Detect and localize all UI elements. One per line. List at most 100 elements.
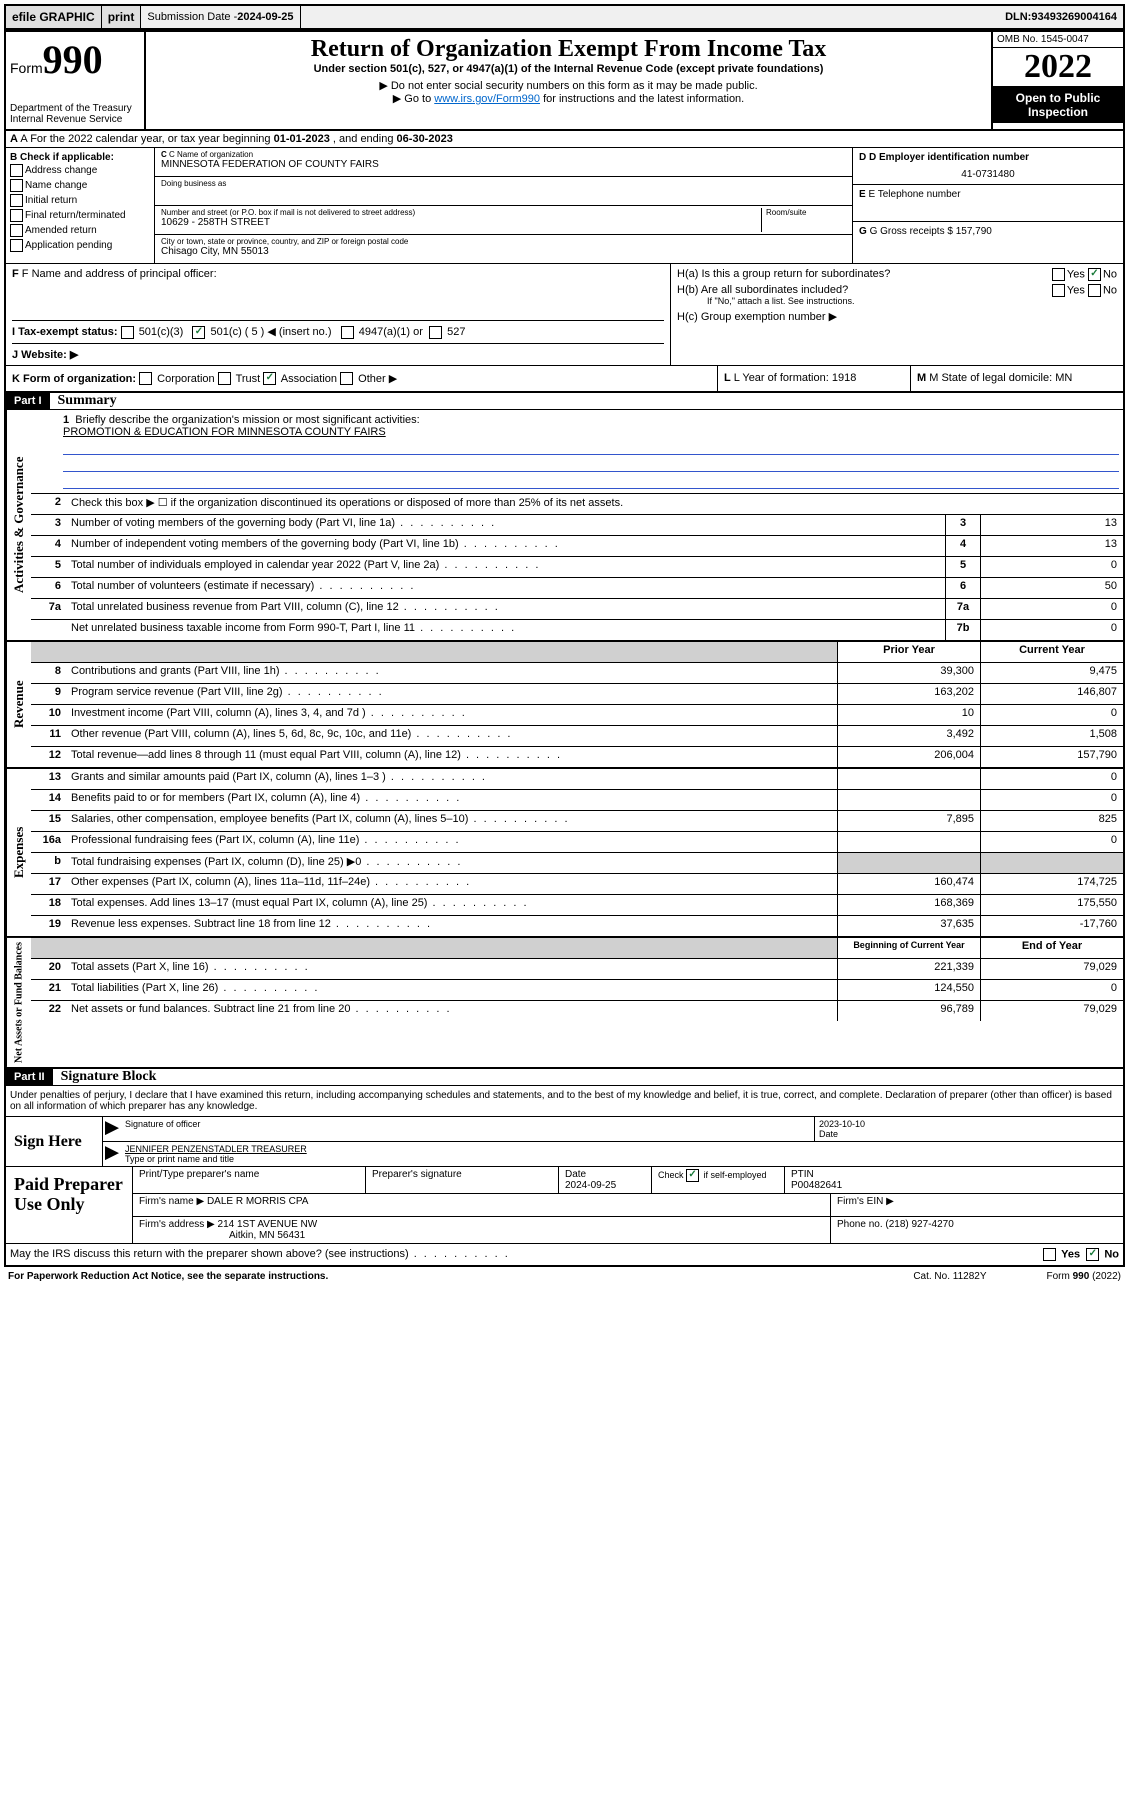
k-other-check[interactable]: [340, 372, 353, 385]
gov-row: 4Number of independent voting members of…: [31, 536, 1123, 557]
exp-row: 16aProfessional fundraising fees (Part I…: [31, 832, 1123, 853]
hb-label: H(b) Are all subordinates included?: [677, 284, 848, 296]
b-amended-return[interactable]: Amended return: [10, 223, 150, 238]
k-assoc-check[interactable]: [263, 372, 276, 385]
k-corp-check[interactable]: [139, 372, 152, 385]
k-corp: Corporation: [157, 373, 214, 385]
netassets-table: Beginning of Current Year End of Year 20…: [31, 938, 1123, 1067]
b-address-change[interactable]: Address change: [10, 163, 150, 178]
b-initial-return[interactable]: Initial return: [10, 193, 150, 208]
hb-row: H(b) Are all subordinates included? Yes …: [677, 284, 1117, 296]
sign-here-row: Sign Here Signature of officer 2023-10-1…: [6, 1116, 1123, 1166]
paid-preparer-table: Print/Type preparer's name Preparer's si…: [132, 1167, 1123, 1243]
l-year: L L Year of formation: 1918: [717, 366, 910, 392]
i-501c-check[interactable]: [192, 326, 205, 339]
header-right: OMB No. 1545-0047 2022 Open to Public In…: [991, 32, 1123, 129]
sig-officer-row: Signature of officer 2023-10-10 Date: [103, 1117, 1123, 1142]
firm-addr1: 214 1ST AVENUE NW: [218, 1219, 318, 1230]
rev-row: 12Total revenue—add lines 8 through 11 (…: [31, 747, 1123, 767]
rev-row: 9Program service revenue (Part VIII, lin…: [31, 684, 1123, 705]
firm-phone: (218) 927-4270: [885, 1219, 953, 1230]
header-center: Return of Organization Exempt From Incom…: [146, 32, 991, 129]
phone-label: E Telephone number: [868, 189, 960, 200]
officer-name: JENNIFER PENZENSTADLER TREASURER: [125, 1144, 1119, 1154]
f-label: F Name and address of principal officer:: [22, 268, 217, 280]
rev-row: 8Contributions and grants (Part VIII, li…: [31, 663, 1123, 684]
hb-note: If "No," attach a list. See instructions…: [677, 296, 1117, 306]
part-ii-header-row: Part II Signature Block: [6, 1069, 1123, 1086]
gov-row: Net unrelated business taxable income fr…: [31, 620, 1123, 640]
sign-here-label: Sign Here: [6, 1117, 102, 1166]
year-formation: 1918: [832, 372, 856, 384]
declaration-text: Under penalties of perjury, I declare th…: [6, 1086, 1123, 1116]
line-2: 2 Check this box ▶ ☐ if the organization…: [31, 494, 1123, 515]
sig-date-cell: 2023-10-10 Date: [815, 1117, 1123, 1141]
c-name-label: C C Name of organization: [161, 150, 846, 159]
arrow-icon: [105, 1121, 119, 1135]
ha-no[interactable]: [1088, 268, 1101, 281]
mission-line: [63, 440, 1119, 455]
goto-post: for instructions and the latest informat…: [540, 93, 744, 105]
ha-row: H(a) Is this a group return for subordin…: [677, 268, 1117, 280]
begin-year-header: Beginning of Current Year: [837, 938, 980, 958]
form-990-number: 990: [43, 37, 103, 82]
hb-no[interactable]: [1088, 284, 1101, 297]
vert-governance: Activities & Governance: [6, 410, 31, 640]
submission-date: Submission Date - 2024-09-25: [141, 6, 300, 28]
arrow-icon: [105, 1146, 119, 1160]
line2-label: Check this box ▶ ☐ if the organization d…: [67, 494, 1123, 514]
part-i-header-row: Part I Summary: [6, 393, 1123, 410]
form990-link[interactable]: www.irs.gov/Form990: [434, 93, 540, 105]
g-label: G Gross receipts $: [870, 226, 956, 237]
gov-row: 7aTotal unrelated business revenue from …: [31, 599, 1123, 620]
sig-date-label: Date: [819, 1129, 1119, 1139]
irs-yes: Yes: [1061, 1249, 1080, 1261]
row-f-h: F F Name and address of principal office…: [6, 263, 1123, 366]
row-j: J Website: ▶: [12, 343, 664, 361]
block-bcde: B Check if applicable: Address change Na…: [6, 148, 1123, 263]
governance-table: 1 Briefly describe the organization's mi…: [31, 410, 1123, 640]
hb-yes[interactable]: [1052, 284, 1065, 297]
state-domicile: MN: [1055, 372, 1072, 384]
print-button[interactable]: print: [102, 6, 142, 28]
governance-section: Activities & Governance 1 Briefly descri…: [6, 410, 1123, 642]
gov-row: 3Number of voting members of the governi…: [31, 515, 1123, 536]
b-name-change[interactable]: Name change: [10, 178, 150, 193]
prep-date-cell: Date2024-09-25: [559, 1167, 652, 1193]
b-final-return[interactable]: Final return/terminated: [10, 208, 150, 223]
end-year-header: End of Year: [980, 938, 1123, 958]
firm-phone-cell: Phone no. (218) 927-4270: [831, 1217, 1123, 1243]
efile-button[interactable]: efile GRAPHIC: [6, 6, 102, 28]
revenue-table: Prior Year Current Year 8Contributions a…: [31, 642, 1123, 767]
header-subtitle-1: Under section 501(c), 527, or 4947(a)(1)…: [150, 63, 987, 75]
paid-preparer-row: Paid Preparer Use Only Print/Type prepar…: [6, 1166, 1123, 1243]
i-501c3-check[interactable]: [121, 326, 134, 339]
i-501c3: 501(c)(3): [139, 326, 184, 338]
section-a-row: A A For the 2022 calendar year, or tax y…: [6, 131, 1123, 148]
i-527-check[interactable]: [429, 326, 442, 339]
column-de: D D Employer identification number 41-07…: [852, 148, 1123, 263]
top-bar: efile GRAPHIC print Submission Date - 20…: [4, 4, 1125, 30]
may-irs-label: May the IRS discuss this return with the…: [10, 1248, 510, 1261]
a-mid: , and ending: [333, 133, 397, 145]
self-employed-check[interactable]: [686, 1169, 699, 1182]
b-application-pending[interactable]: Application pending: [10, 238, 150, 253]
column-c: C C Name of organization MINNESOTA FEDER…: [155, 148, 852, 263]
submission-label: Submission Date -: [147, 11, 237, 23]
firm-ein-label: Firm's EIN ▶: [831, 1194, 1123, 1216]
sig-officer-label: Signature of officer: [121, 1117, 815, 1141]
a-label: A For the 2022 calendar year, or tax yea…: [20, 133, 273, 145]
ha-yes[interactable]: [1052, 268, 1065, 281]
addr-label: Number and street (or P.O. box if mail i…: [161, 208, 761, 217]
tax-year: 2022: [993, 48, 1123, 87]
mission-text: PROMOTION & EDUCATION FOR MINNESOTA COUN…: [63, 426, 1119, 438]
expenses-section: Expenses 13Grants and similar amounts pa…: [6, 769, 1123, 938]
irs-yes-check[interactable]: [1043, 1248, 1056, 1261]
signature-area: Signature of officer 2023-10-10 Date JEN…: [102, 1117, 1123, 1166]
i-4947-check[interactable]: [341, 326, 354, 339]
irs-no-check[interactable]: [1086, 1248, 1099, 1261]
row-klm: K Form of organization: Corporation Trus…: [6, 366, 1123, 394]
footer: For Paperwork Reduction Act Notice, see …: [4, 1267, 1125, 1286]
ptin-cell: PTIN P00482641: [785, 1167, 1123, 1193]
k-trust-check[interactable]: [218, 372, 231, 385]
